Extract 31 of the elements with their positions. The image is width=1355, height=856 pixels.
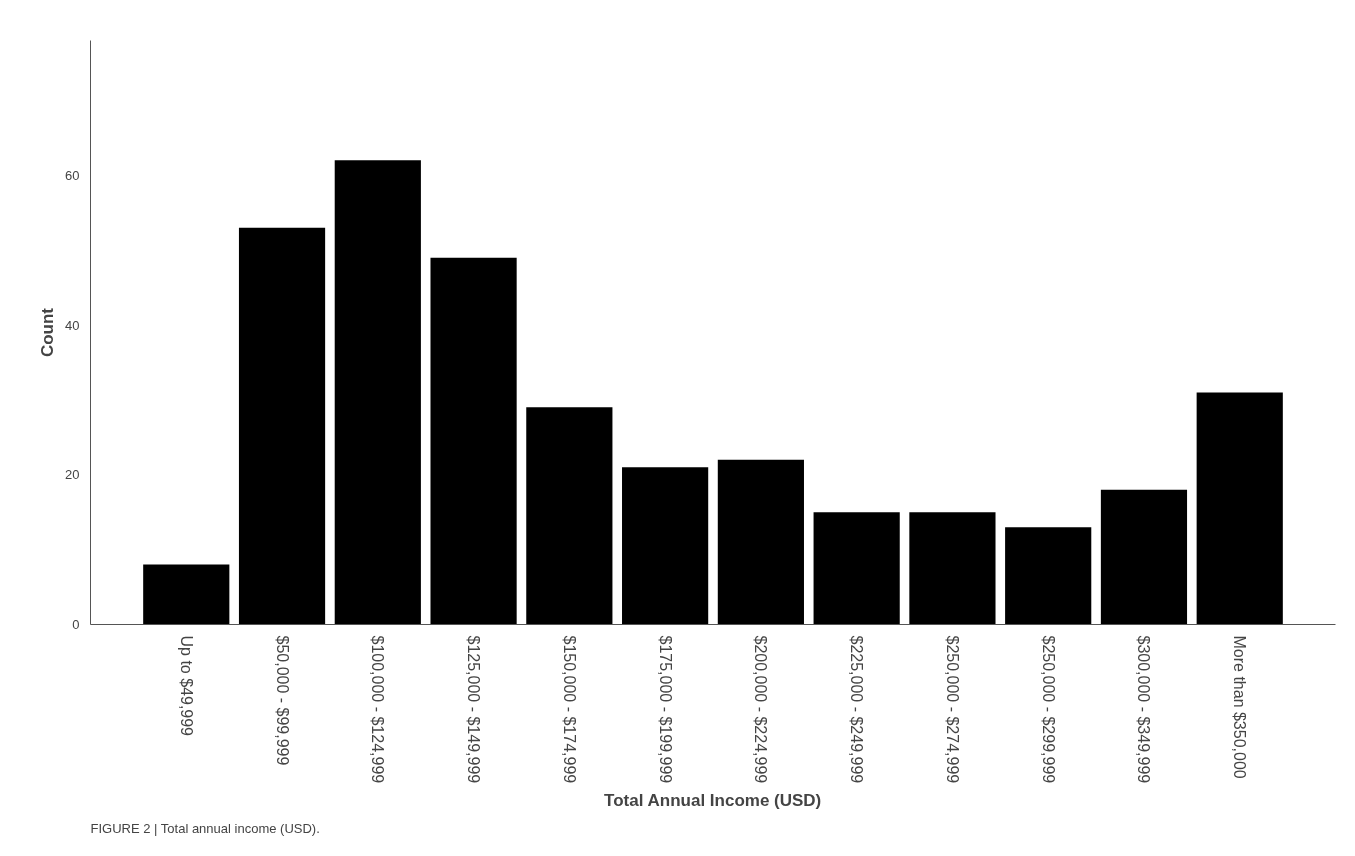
x-tick-label: $50,000 - $99,999 <box>273 635 291 766</box>
x-tick-label: $250,000 - $299,999 <box>1039 635 1057 784</box>
x-tick-label: $150,000 - $174,999 <box>560 635 578 784</box>
x-tick-label: Up to $49,999 <box>177 635 195 737</box>
x-tick-label: $125,000 - $149,999 <box>465 635 483 784</box>
x-tick-label: $300,000 - $349,999 <box>1135 635 1153 784</box>
y-tick-label: 60 <box>65 167 80 183</box>
bar <box>909 512 996 625</box>
y-tick-label: 40 <box>65 317 80 333</box>
bar <box>143 564 230 625</box>
bar <box>1005 527 1092 625</box>
bar <box>1100 489 1188 625</box>
bar <box>334 160 421 625</box>
y-tick-label: 0 <box>72 617 80 632</box>
x-tick-label: $200,000 - $224,999 <box>752 635 770 784</box>
y-tick-label: 20 <box>65 467 80 483</box>
bar <box>1196 392 1283 625</box>
x-tick-label: More than $350,000 <box>1231 635 1249 779</box>
bar <box>717 459 804 625</box>
x-tick-label: $250,000 - $274,999 <box>943 635 961 784</box>
bar <box>238 227 326 625</box>
x-tick-label: $100,000 - $124,999 <box>369 635 387 784</box>
bar <box>526 407 613 625</box>
y-axis-title: Count <box>38 307 58 358</box>
x-tick-label: $175,000 - $199,999 <box>656 635 674 784</box>
caption: FIGURE 2 | Total annual income (USD). <box>90 820 320 836</box>
x-axis-title: Total Annual Income (USD) <box>604 791 822 811</box>
x-tick-label: $225,000 - $249,999 <box>848 635 866 784</box>
bar <box>430 257 517 625</box>
bar <box>813 512 900 625</box>
bar <box>622 467 709 625</box>
